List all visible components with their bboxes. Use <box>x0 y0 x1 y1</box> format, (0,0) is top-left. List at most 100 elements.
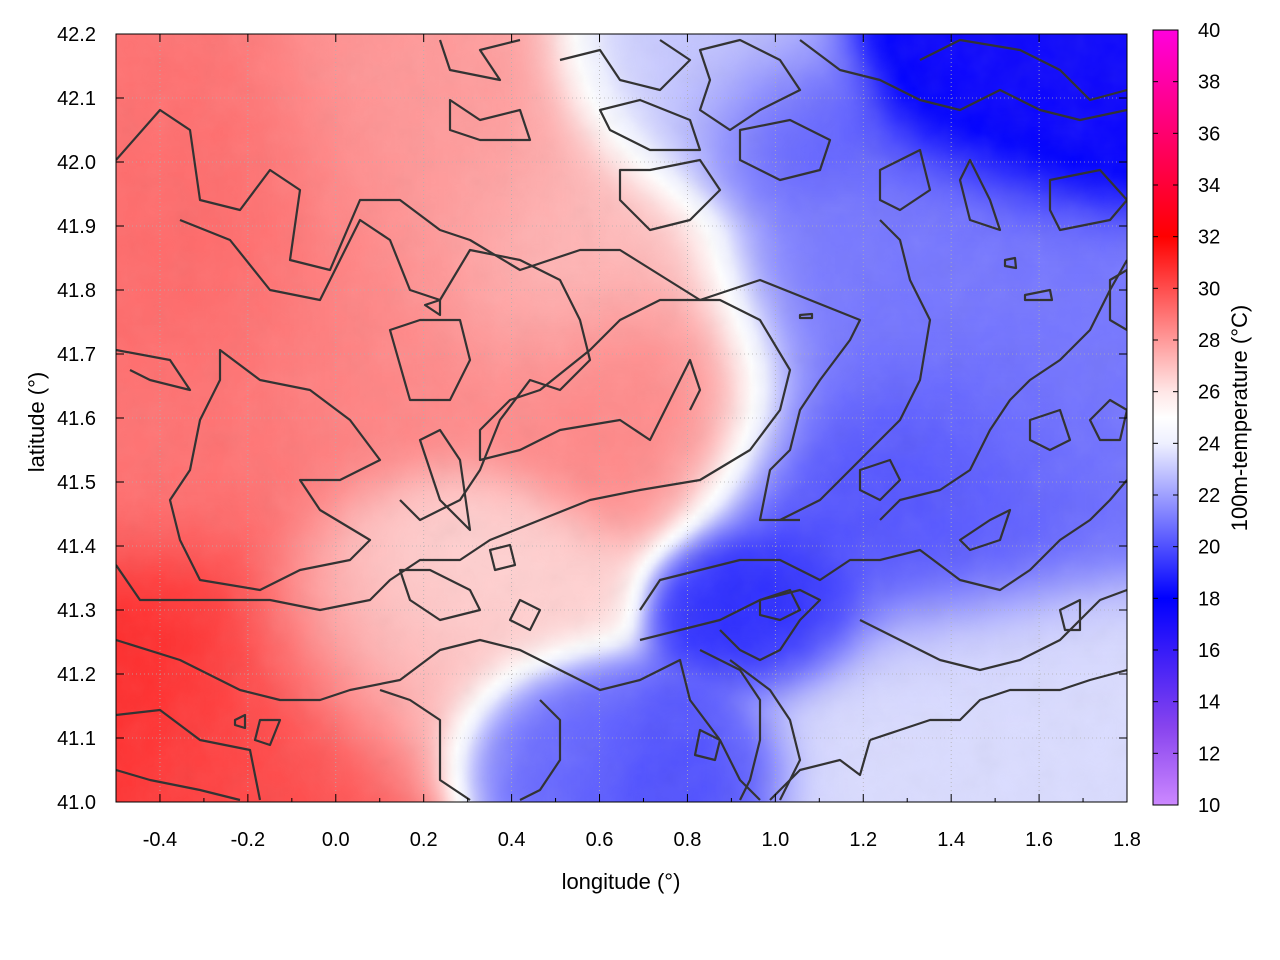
contour-line <box>639 588 822 662</box>
x-tick-label: 0.8 <box>674 829 702 851</box>
colorbar-tick-label: 26 <box>1198 382 1220 404</box>
x-tick-label: 1.2 <box>849 829 877 851</box>
colorbar-tick-label: 24 <box>1198 433 1220 455</box>
contour-line <box>418 428 472 532</box>
colorbar-tick-label: 22 <box>1198 485 1220 507</box>
contour-line <box>859 588 1127 672</box>
contour-line <box>423 298 442 317</box>
x-axis-ticks: -0.4 -0.2 0.0 0.2 0.4 0.6 0.8 1.0 1.2 1.4 1.6 1.8 <box>143 34 1141 851</box>
colorbar-tick-label: 38 <box>1198 72 1220 94</box>
y-tick-label: 41.4 <box>57 536 96 558</box>
colorbar: 10 12 14 16 18 20 22 24 26 28 30 32 34 36 38 40 <box>1152 20 1220 817</box>
contour-line <box>116 108 862 522</box>
y-tick-label: 42.1 <box>57 88 96 110</box>
colorbar-tick-label: 32 <box>1198 227 1220 249</box>
colorbar-tick-label: 10 <box>1198 795 1220 817</box>
y-tick-label: 41.5 <box>57 472 96 494</box>
x-tick-label: -0.2 <box>231 829 265 851</box>
contour-line <box>869 668 1127 742</box>
y-tick-label: 41.1 <box>57 728 96 750</box>
y-axis-ticks: 41.0 41.1 41.2 41.3 41.4 41.5 41.6 41.7 41.8 41.9… <box>57 24 1127 814</box>
x-tick-label: 1.6 <box>1025 829 1053 851</box>
contour-line <box>448 98 532 142</box>
y-tick-label: 41.7 <box>57 344 96 366</box>
contour-line <box>799 39 1127 122</box>
y-tick-label: 41.2 <box>57 664 96 686</box>
colorbar-fill <box>1153 30 1178 805</box>
colorbar-ticks: 10 12 14 16 18 20 22 24 26 28 30 32 34 36 38 40 <box>1153 20 1220 817</box>
contour-line <box>738 118 832 182</box>
colorbar-tick-label: 20 <box>1198 537 1220 559</box>
contour-line <box>878 148 932 212</box>
colorbar-frame <box>1152 29 1179 806</box>
x-axis-title: longitude (°) <box>562 869 681 894</box>
contour-line <box>798 312 814 320</box>
contour-line <box>598 98 702 152</box>
contour-line <box>1088 398 1127 442</box>
contour-line <box>919 38 1127 102</box>
x-tick-label: 0.6 <box>586 829 614 851</box>
colorbar-tick-label: 14 <box>1198 692 1220 714</box>
contour-line <box>488 543 517 572</box>
contour-line <box>379 688 471 801</box>
contour-line <box>398 568 482 622</box>
x-tick-label: 1.4 <box>937 829 965 851</box>
x-tick-label: 0.4 <box>498 829 526 851</box>
heatmap-texture <box>116 34 1127 802</box>
contour-line <box>758 588 802 622</box>
y-tick-label: 41.8 <box>57 280 96 302</box>
contour-line <box>698 38 802 132</box>
contour-line <box>253 718 282 747</box>
contour-line <box>729 659 802 801</box>
contour-line <box>388 318 472 402</box>
contour-line <box>438 38 521 82</box>
x-tick-label: 1.0 <box>761 829 789 851</box>
colorbar-tick-label: 30 <box>1198 278 1220 300</box>
contour-line <box>1108 268 1127 332</box>
x-tick-label: 0.0 <box>322 829 350 851</box>
contour-line <box>693 728 722 762</box>
x-tick-label: 1.8 <box>1113 829 1141 851</box>
contour-line <box>769 739 872 801</box>
contour-line <box>639 479 1127 611</box>
contour-line <box>1003 256 1018 270</box>
y-axis-title: latitude (°) <box>24 372 49 473</box>
contour-line <box>233 713 247 730</box>
y-tick-label: 41.0 <box>57 792 96 814</box>
colorbar-tick-label: 34 <box>1198 175 1220 197</box>
colorbar-tick-label: 12 <box>1198 743 1220 765</box>
plot-area: -0.4 -0.2 0.0 0.2 0.4 0.6 0.8 1.0 1.2 1.4 1.6 1.8 4… <box>57 24 1141 851</box>
y-tick-label: 41.9 <box>57 216 96 238</box>
colorbar-tick-label: 36 <box>1198 123 1220 145</box>
contour-line <box>116 298 792 612</box>
contour-line <box>116 638 761 801</box>
contour-line <box>858 458 902 502</box>
x-tick-label: 0.2 <box>410 829 438 851</box>
contour-line <box>1048 168 1127 232</box>
contour-line <box>168 348 382 592</box>
contour-line <box>179 218 592 522</box>
colorbar-tick-label: 40 <box>1198 20 1220 42</box>
contour-line <box>1058 598 1082 632</box>
contour-line <box>958 158 1002 232</box>
y-tick-label: 42.2 <box>57 24 96 46</box>
y-tick-label: 41.3 <box>57 600 96 622</box>
contour-line <box>879 259 1127 521</box>
contour-line <box>779 219 932 521</box>
colorbar-tick-label: 28 <box>1198 330 1220 352</box>
contour-line <box>508 598 542 632</box>
colorbar-tick-label: 18 <box>1198 588 1220 610</box>
contour-line <box>1023 288 1054 302</box>
contour-lines <box>116 38 1127 802</box>
colorbar-tick-label: 16 <box>1198 640 1220 662</box>
contour-line <box>1028 408 1072 452</box>
contour-line <box>958 508 1012 552</box>
contour-line <box>116 348 192 392</box>
contour-line <box>116 708 262 801</box>
contour-line <box>699 649 762 801</box>
y-tick-label: 42.0 <box>57 152 96 174</box>
contour-line <box>618 158 722 232</box>
y-tick-label: 41.6 <box>57 408 96 430</box>
contour-line <box>116 768 241 802</box>
